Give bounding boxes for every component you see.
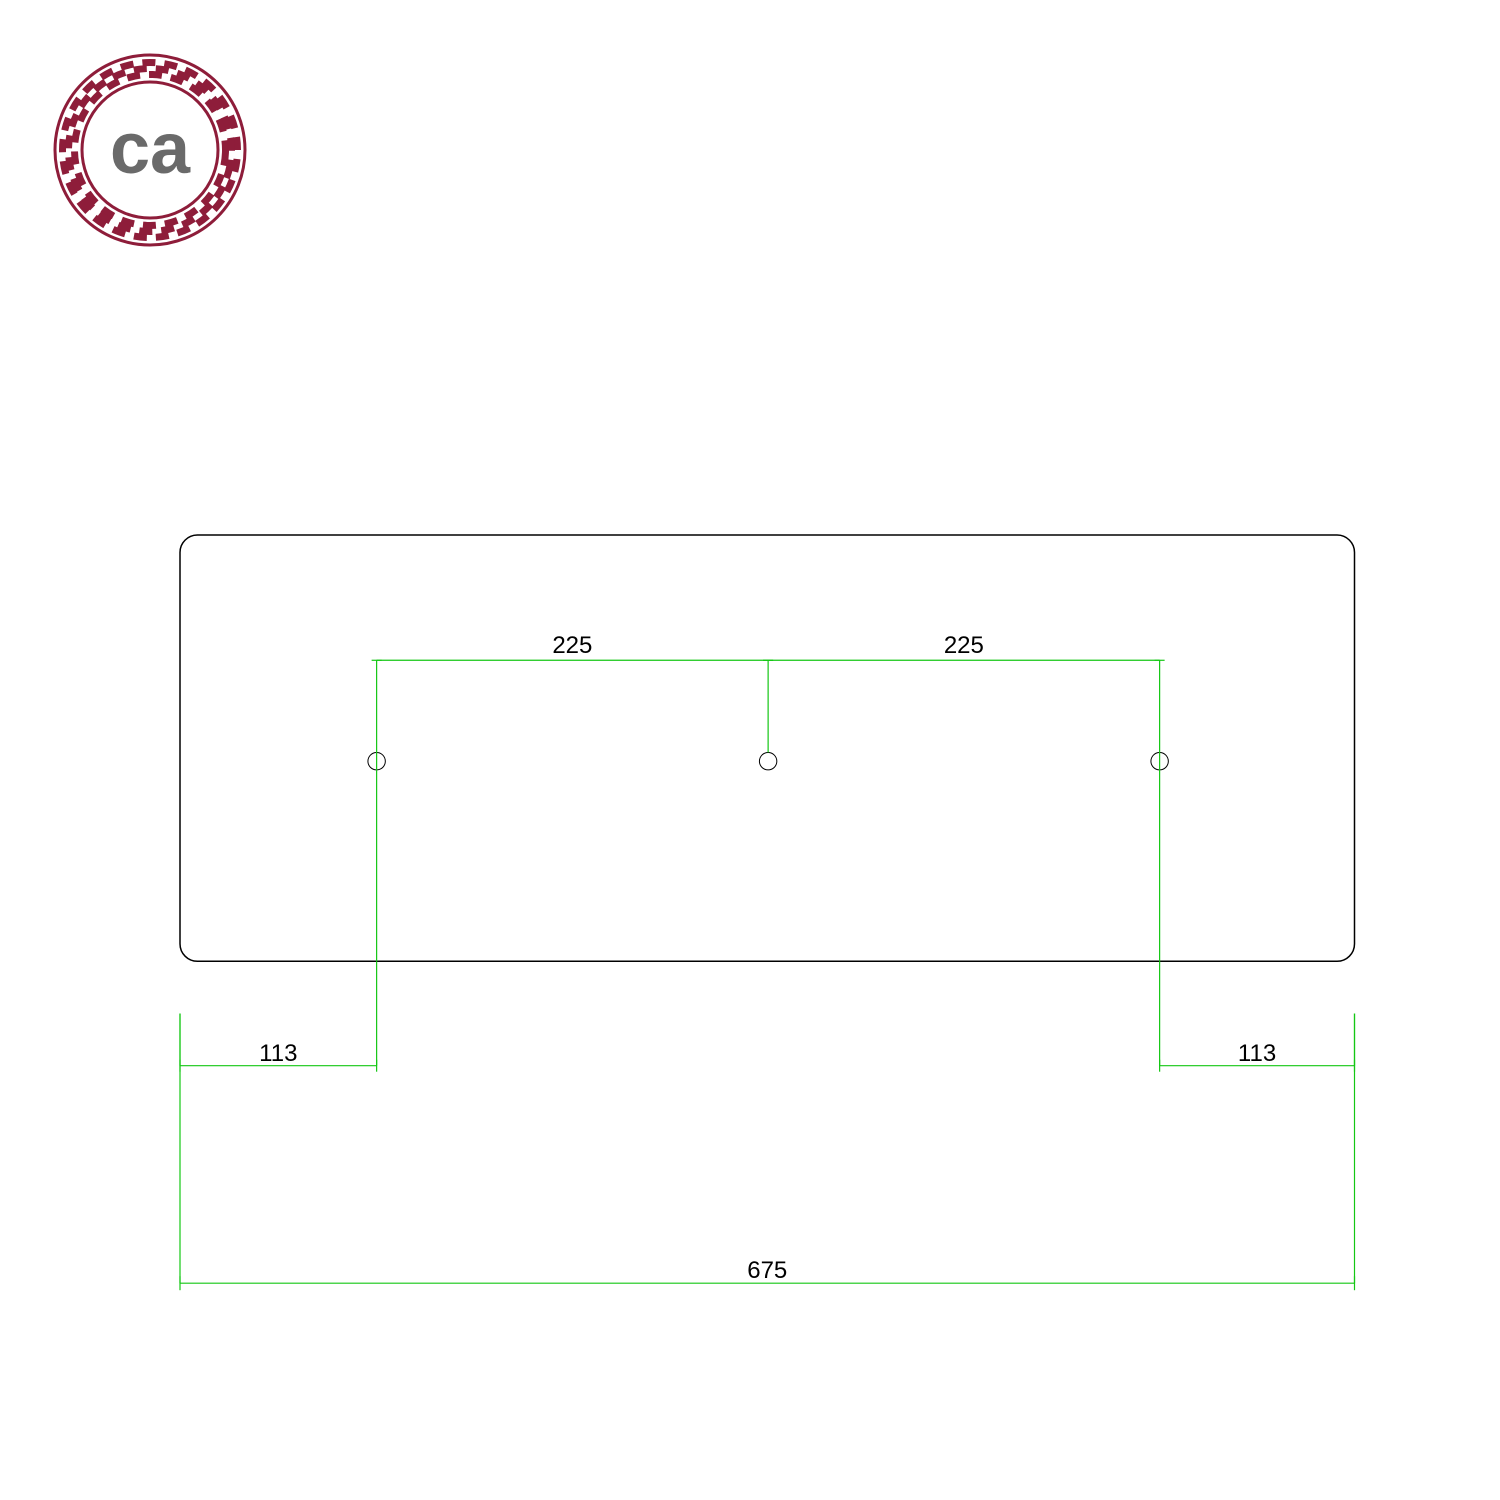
dim-113-right: 113: [1238, 1040, 1276, 1068]
hole-2: [759, 753, 776, 770]
dim-225-left: 225: [552, 632, 592, 660]
dim-675-overall: 675: [747, 1257, 787, 1285]
dim-113-left: 113: [259, 1040, 297, 1068]
drawing-canvas: ca 225225113113675: [0, 0, 1500, 1500]
plate-outline: [180, 535, 1355, 961]
dim-225-right: 225: [944, 632, 984, 660]
